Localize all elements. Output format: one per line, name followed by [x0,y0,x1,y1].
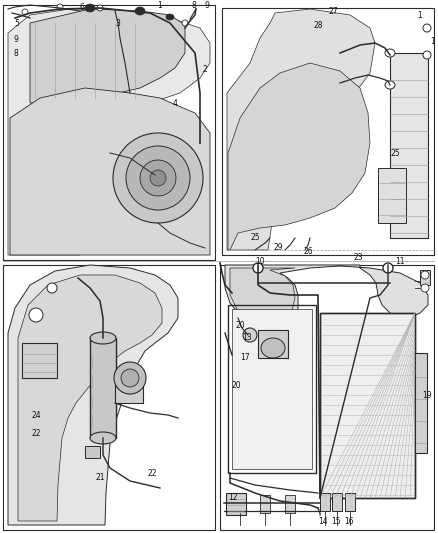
Ellipse shape [140,160,176,196]
Bar [22,343,57,378]
Ellipse shape [288,146,302,160]
Ellipse shape [253,263,263,273]
Text: 13: 13 [242,334,251,343]
Ellipse shape [421,284,429,292]
Ellipse shape [126,146,190,210]
Polygon shape [230,268,295,321]
Text: 15: 15 [331,516,341,526]
Bar [220,265,434,530]
Text: 23: 23 [353,253,363,262]
Ellipse shape [243,328,257,342]
Text: 9: 9 [205,2,209,11]
Polygon shape [8,265,178,525]
Ellipse shape [113,133,203,223]
Ellipse shape [385,49,395,57]
Ellipse shape [261,338,285,358]
Text: 28: 28 [313,20,323,29]
Ellipse shape [114,362,146,394]
Text: 10: 10 [255,257,265,266]
Text: 14: 14 [318,516,328,526]
Text: 20: 20 [232,381,242,390]
Polygon shape [228,63,370,250]
Ellipse shape [97,5,103,11]
Bar [226,493,246,515]
Ellipse shape [250,108,340,198]
Ellipse shape [385,81,395,89]
Text: 20: 20 [235,320,245,329]
Bar [320,313,415,498]
Text: 25: 25 [390,149,400,157]
Text: 26: 26 [303,246,313,255]
Bar [258,330,288,358]
Text: 6: 6 [80,4,85,12]
Text: 22: 22 [32,429,42,438]
Ellipse shape [47,283,57,293]
Ellipse shape [166,14,174,20]
Text: 4: 4 [173,99,177,108]
Bar [232,309,312,469]
Text: 9: 9 [14,36,19,44]
Ellipse shape [90,432,116,444]
Bar [378,168,406,223]
Polygon shape [225,265,428,325]
Ellipse shape [135,7,145,15]
Bar [420,270,430,285]
Ellipse shape [90,332,116,344]
Bar [115,381,143,403]
Bar [320,313,415,498]
Text: 25: 25 [250,233,260,243]
Polygon shape [227,9,375,250]
Ellipse shape [423,24,431,32]
Bar [3,5,215,260]
Text: 19: 19 [422,391,432,400]
Ellipse shape [182,20,188,26]
Bar [332,493,342,511]
Text: 8: 8 [14,50,19,59]
Ellipse shape [421,271,429,279]
Bar [85,446,100,458]
Ellipse shape [383,263,393,273]
Ellipse shape [57,4,63,10]
Text: 21: 21 [95,473,105,482]
Text: 3: 3 [116,19,120,28]
Text: 2: 2 [202,64,207,74]
Text: 12: 12 [228,494,237,503]
Text: 1: 1 [417,11,422,20]
Bar [345,493,355,511]
Ellipse shape [279,137,311,169]
Bar [3,265,215,530]
Text: 24: 24 [32,410,42,419]
Bar [90,338,116,438]
Bar [235,495,245,513]
Polygon shape [10,88,210,255]
Ellipse shape [423,51,431,59]
Text: 29: 29 [273,244,283,253]
Ellipse shape [29,308,43,322]
Text: 16: 16 [344,516,354,526]
Bar [390,53,428,238]
Polygon shape [18,275,162,521]
Ellipse shape [85,4,95,12]
Text: 8: 8 [192,2,196,11]
Ellipse shape [265,123,325,183]
Ellipse shape [121,369,139,387]
Ellipse shape [22,9,28,15]
Text: 22: 22 [147,469,157,478]
Text: 11: 11 [395,257,405,266]
Bar [222,8,434,255]
Ellipse shape [150,170,166,186]
Polygon shape [30,9,185,103]
Text: 1: 1 [431,36,435,45]
Text: 17: 17 [240,353,250,362]
Polygon shape [8,9,210,255]
Bar [320,493,330,511]
Text: 5: 5 [14,20,19,28]
Bar [228,305,316,473]
Bar [260,495,270,513]
Bar [285,495,295,513]
Text: 27: 27 [328,6,338,15]
Text: 1: 1 [158,2,162,11]
Bar [415,353,427,453]
